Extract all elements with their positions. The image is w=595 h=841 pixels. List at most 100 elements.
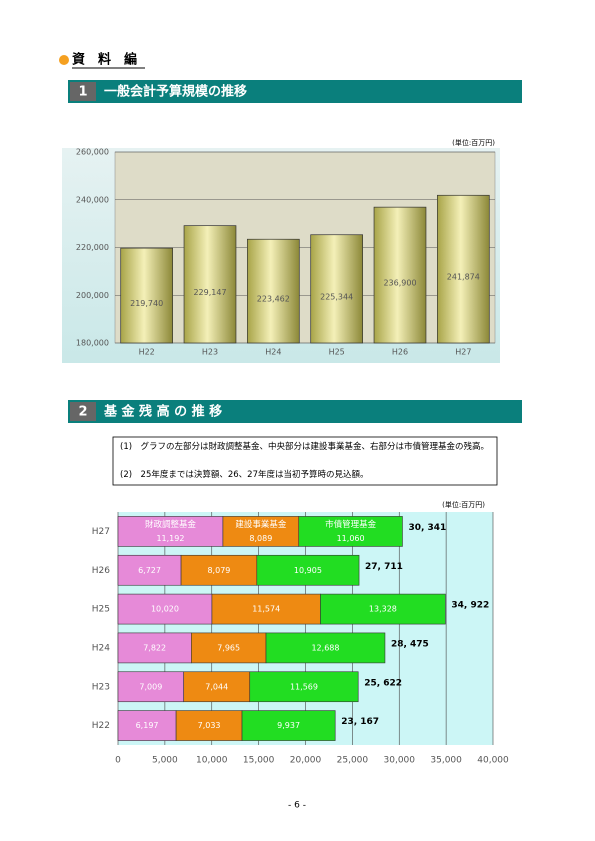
value-label: 7,822 xyxy=(143,643,166,652)
value-label: 7,965 xyxy=(217,643,240,652)
bar-segment xyxy=(117,671,185,703)
y-tick-label: 240,000 xyxy=(76,195,109,204)
bar xyxy=(120,247,173,344)
legend-label: 財政調整基金 xyxy=(145,519,197,530)
total-label: 25, 622 xyxy=(364,678,402,688)
value-label: 11,060 xyxy=(337,534,365,543)
bar-segment xyxy=(298,516,403,547)
x-tick-label: 35,000 xyxy=(430,756,462,766)
page-header: 資 料 編 xyxy=(72,52,137,68)
bar-segment xyxy=(211,593,321,625)
notes-box xyxy=(112,436,498,486)
x-tick-label: H26 xyxy=(392,348,408,357)
legend-label: 市債管理基金 xyxy=(325,519,377,530)
value-label: 7,009 xyxy=(139,682,162,691)
bar-segment xyxy=(320,593,446,625)
x-tick-label: 30,000 xyxy=(384,756,416,766)
note: (1) グラフの左部分は財政調整基金、中央部分は建設事業基金、右部分は市債管理基… xyxy=(120,442,490,452)
section-number-box xyxy=(70,402,96,421)
page-number: - 6 - xyxy=(288,801,306,811)
value-label: 7,044 xyxy=(205,682,228,691)
x-tick-label: H22 xyxy=(139,348,155,357)
bar-segment xyxy=(180,554,258,586)
y-tick-label: H23 xyxy=(92,682,110,692)
y-tick-label: 200,000 xyxy=(76,291,109,300)
value-label: 11,574 xyxy=(252,605,280,614)
bullet xyxy=(59,55,69,65)
section-title: 基 金 残 高 の 推 移 xyxy=(103,404,222,420)
value-label: 241,874 xyxy=(447,273,480,282)
bar xyxy=(247,238,300,344)
value-label: 8,089 xyxy=(249,534,272,543)
unit-label: (単位:百万円) xyxy=(452,138,495,147)
value-label: 9,937 xyxy=(277,721,300,730)
section-number: 2 xyxy=(78,405,87,420)
bar xyxy=(310,234,363,344)
value-label: 11,192 xyxy=(156,534,184,543)
value-label: 6,727 xyxy=(138,566,161,575)
note: (2) 25年度までは決算額、26、27年度は当初予算時の見込額。 xyxy=(120,470,369,480)
value-label: 10,020 xyxy=(151,605,179,614)
bar-segment xyxy=(191,632,267,664)
bar-segment xyxy=(256,554,360,586)
total-label: 30, 341 xyxy=(408,523,446,533)
section-number-box xyxy=(70,82,96,101)
x-tick-label: H23 xyxy=(202,348,218,357)
value-label: 225,344 xyxy=(320,292,353,301)
section-bar xyxy=(68,400,522,423)
bar-segment xyxy=(222,516,300,547)
x-tick-label: 20,000 xyxy=(290,756,322,766)
unit-label: (単位:百万円) xyxy=(442,500,485,509)
bar-segment xyxy=(241,710,336,741)
value-label: 223,462 xyxy=(257,295,290,304)
section-title: 一般会計予算規模の推移 xyxy=(104,84,247,100)
y-tick-label: 220,000 xyxy=(76,243,109,252)
x-tick-label: H25 xyxy=(329,348,345,357)
value-label: 7,033 xyxy=(198,721,221,730)
x-tick-label: H24 xyxy=(265,348,281,357)
x-tick-label: 10,000 xyxy=(196,756,228,766)
x-tick-label: 25,000 xyxy=(337,756,369,766)
bar-segment xyxy=(249,671,359,703)
bar-segment xyxy=(117,554,182,586)
x-tick-label: 5,000 xyxy=(152,756,178,766)
total-label: 34, 922 xyxy=(451,601,489,611)
legend-label: 建設事業基金 xyxy=(235,519,287,530)
x-tick-label: 0 xyxy=(115,756,121,766)
y-tick-label: 260,000 xyxy=(76,148,109,157)
value-label: 13,328 xyxy=(369,605,397,614)
value-label: 12,688 xyxy=(311,643,339,652)
total-label: 28, 475 xyxy=(391,639,429,649)
bar xyxy=(437,194,490,344)
y-tick-label: H24 xyxy=(92,643,110,653)
x-tick-label: 40,000 xyxy=(477,756,509,766)
bar-segment xyxy=(117,516,224,547)
bar-segment xyxy=(183,671,251,703)
bar xyxy=(373,206,427,344)
bar-segment xyxy=(117,593,213,625)
bar-segment xyxy=(117,632,192,664)
value-label: 10,905 xyxy=(294,566,322,575)
section-bar xyxy=(68,80,522,103)
bar-segment xyxy=(117,710,177,741)
value-label: 219,740 xyxy=(130,299,163,308)
bar-segment xyxy=(175,710,243,741)
bar xyxy=(183,225,237,344)
value-label: 229,147 xyxy=(193,288,226,297)
value-label: 11,569 xyxy=(290,682,318,691)
value-label: 6,197 xyxy=(136,721,159,730)
value-label: 8,079 xyxy=(207,566,230,575)
x-tick-label: 15,000 xyxy=(243,756,275,766)
y-tick-label: H22 xyxy=(92,721,110,731)
y-tick-label: H25 xyxy=(92,605,110,615)
value-label: 236,900 xyxy=(383,279,416,288)
total-label: 27, 711 xyxy=(365,562,403,572)
x-tick-label: H27 xyxy=(455,348,471,357)
y-tick-label: H26 xyxy=(92,566,110,576)
y-tick-label: 180,000 xyxy=(76,339,109,348)
y-tick-label: H27 xyxy=(92,527,110,537)
bar-segment xyxy=(265,632,386,664)
section-number: 1 xyxy=(78,85,87,100)
